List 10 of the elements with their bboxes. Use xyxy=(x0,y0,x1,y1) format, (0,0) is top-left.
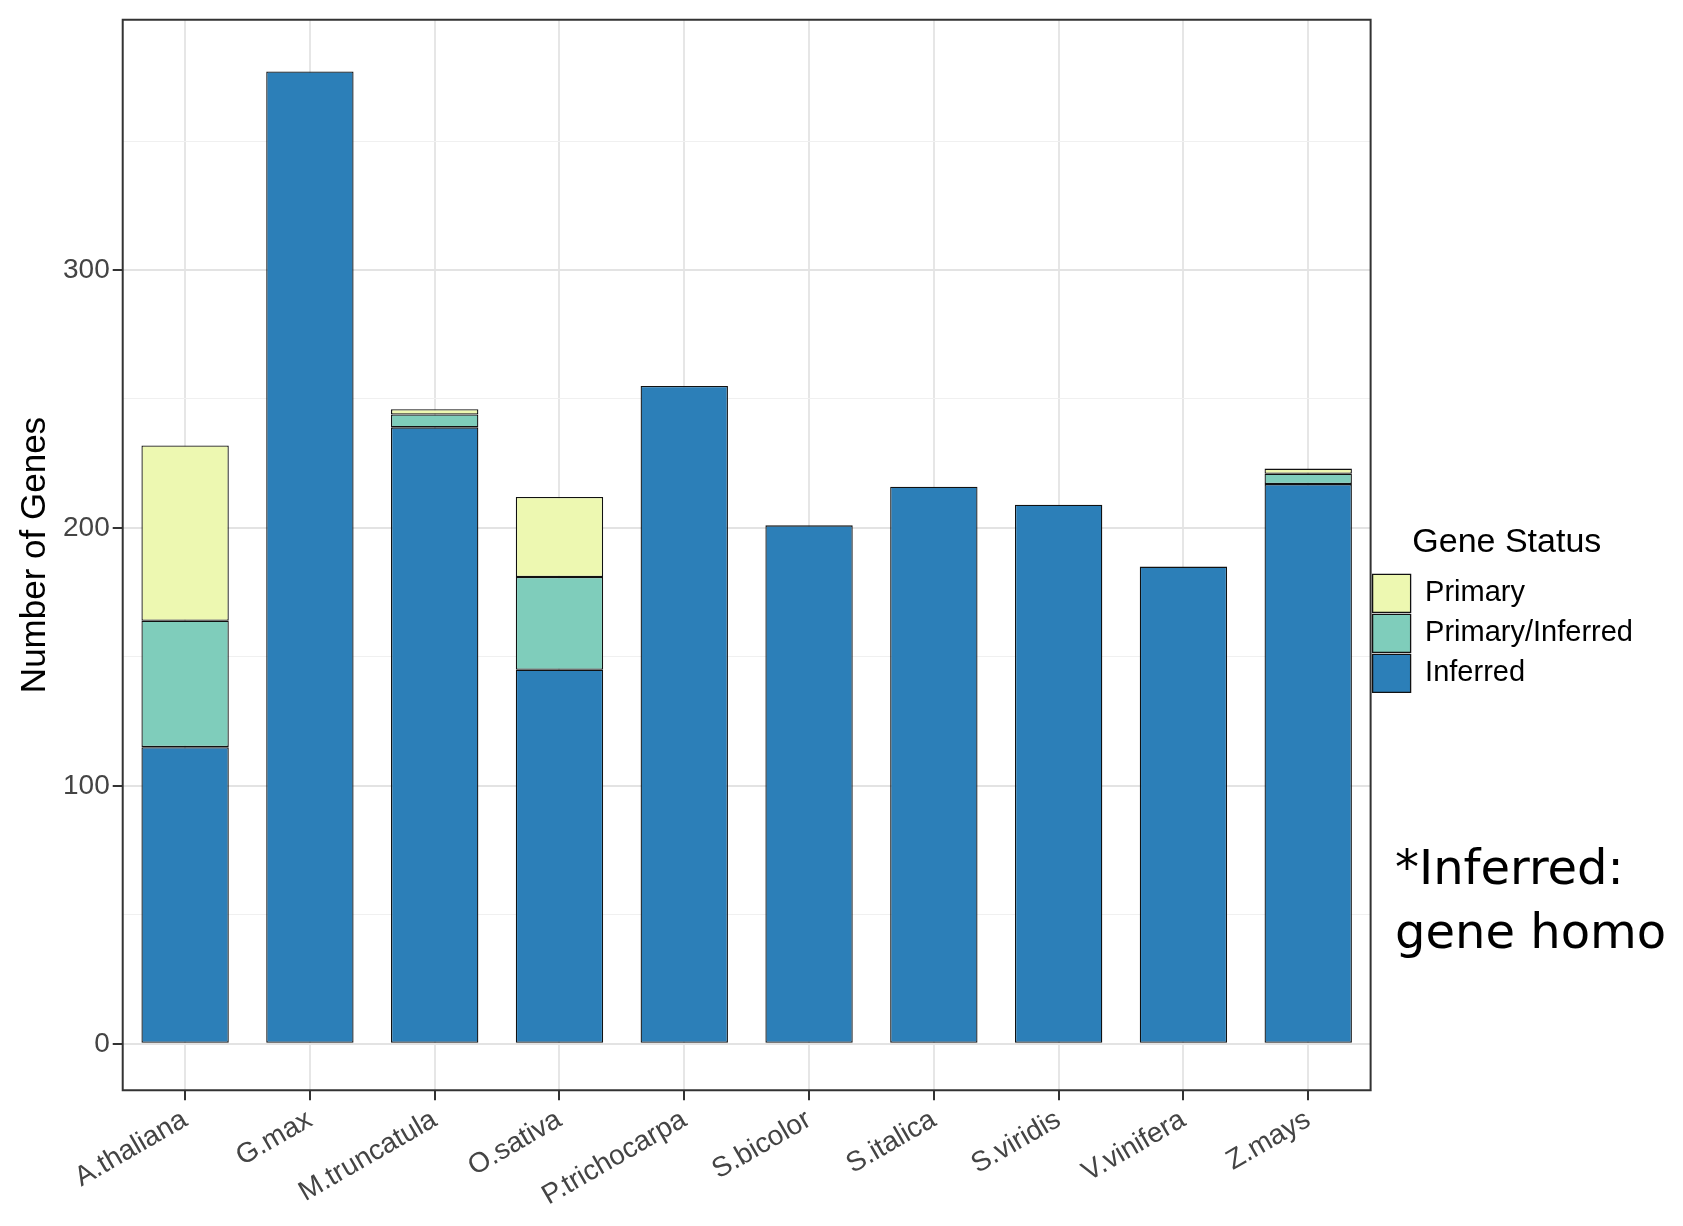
y-tick-label: 300 xyxy=(63,252,110,284)
legend-label: Inferred xyxy=(1425,655,1526,688)
text: *Inferred: gene homo xyxy=(1395,838,1667,961)
y-tick-label: 200 xyxy=(63,510,110,542)
y-tick-label: 100 xyxy=(63,768,110,800)
y-axis-title: Number of Genes xyxy=(12,416,52,694)
legend-label: Primary/Inferred xyxy=(1425,615,1634,648)
y-tick-label: 0 xyxy=(94,1026,110,1058)
legend-label: Primary xyxy=(1425,575,1526,608)
legend-title: Gene Status xyxy=(1412,520,1602,559)
